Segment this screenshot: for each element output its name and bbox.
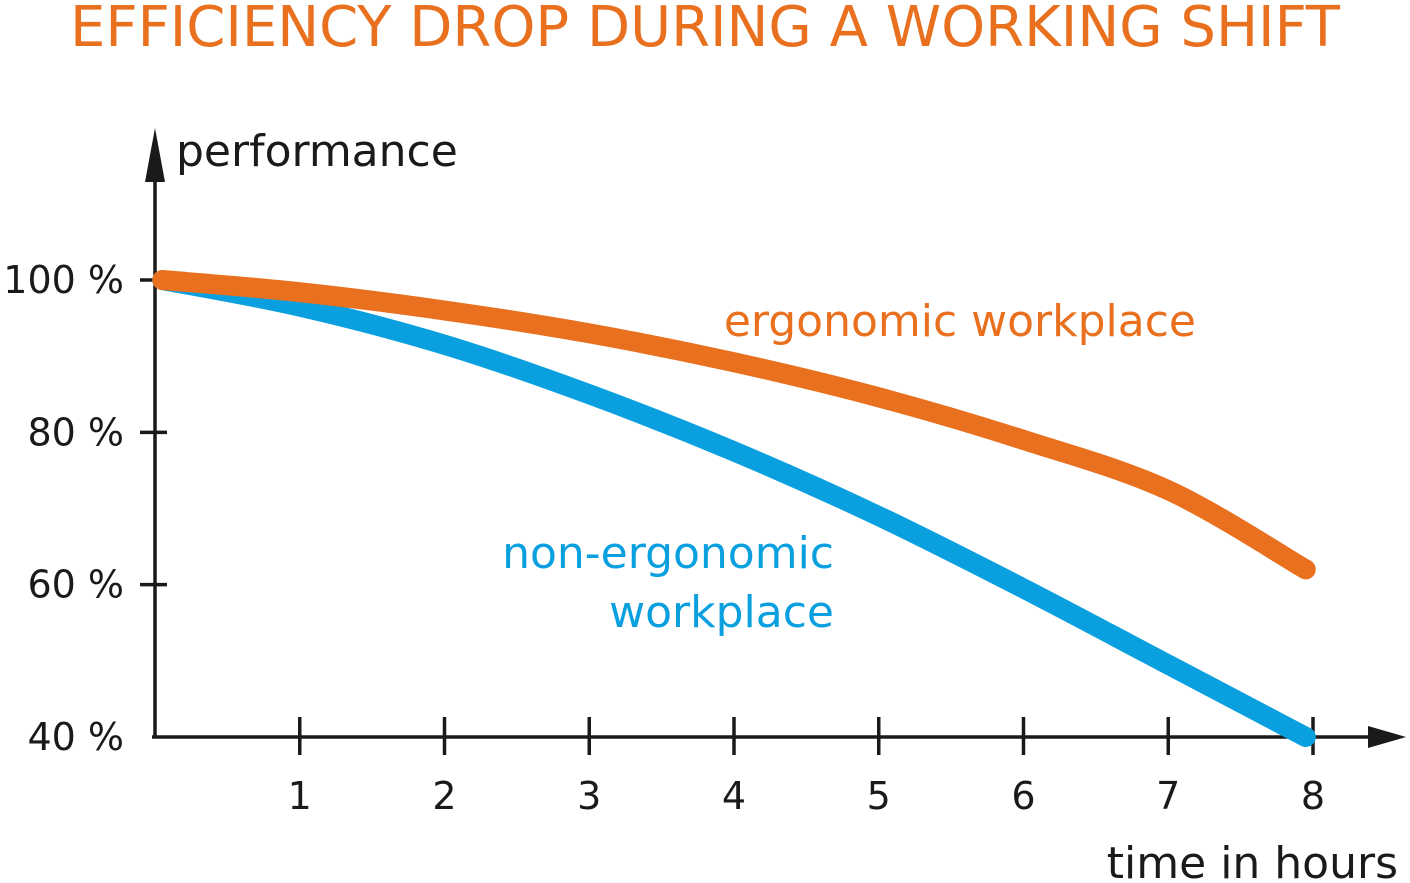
x-tick-label-4: 4	[722, 774, 746, 818]
y-ticks: 100 % 80 % 60 % 40 %	[3, 258, 167, 759]
y-tick-label-60: 60 %	[27, 563, 124, 607]
series-label-ergonomic: ergonomic workplace	[724, 296, 1196, 347]
x-ticks: 1 2 3 4 5 6 7 8	[288, 717, 1325, 818]
x-tick-label-8: 8	[1301, 774, 1325, 818]
x-axis-arrow-icon	[1368, 726, 1406, 748]
y-axis-label: performance	[176, 126, 458, 177]
series-labels: ergonomic workplace non-ergonomic workplac…	[502, 296, 1196, 638]
series-label-non-ergonomic-line-1: non-ergonomic	[502, 528, 834, 579]
y-axis-arrow-icon	[145, 128, 165, 182]
x-tick-label-6: 6	[1011, 774, 1035, 818]
series-group	[152, 270, 1316, 747]
series-line-ergonomic	[152, 270, 1316, 580]
chart-title: EFFICIENCY DROP DURING A WORKING SHIFT	[70, 0, 1341, 60]
y-tick-label-100: 100 %	[3, 258, 124, 302]
y-tick-label-40: 40 %	[27, 715, 124, 759]
x-axis-label: time in hours	[1107, 838, 1398, 883]
axes	[145, 128, 1406, 748]
x-tick-label-5: 5	[867, 774, 891, 818]
series-label-non-ergonomic-line-2: workplace	[609, 587, 834, 638]
x-tick-label-1: 1	[288, 774, 312, 818]
y-tick-label-80: 80 %	[27, 410, 124, 454]
x-tick-label-7: 7	[1156, 774, 1180, 818]
series-line-non-ergonomic	[152, 270, 1316, 747]
x-tick-label-2: 2	[432, 774, 456, 818]
x-tick-label-3: 3	[577, 774, 601, 818]
